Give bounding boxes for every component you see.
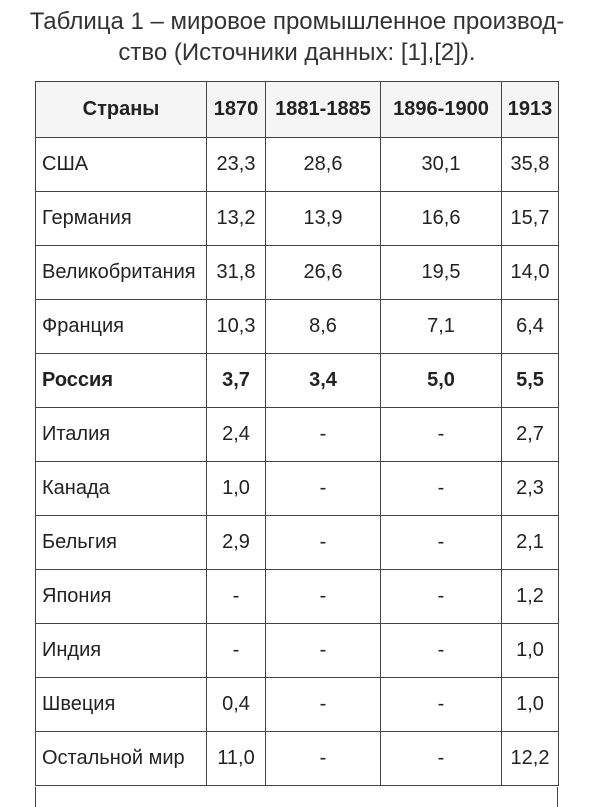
header-countries: Страны	[35, 81, 207, 138]
value-cell: 12,2	[501, 731, 559, 786]
country-cell: Италия	[35, 407, 207, 462]
value-cell: -	[265, 677, 381, 732]
country-cell: Япония	[35, 569, 207, 624]
table-row: Германия 13,2 13,9 16,6 15,7	[35, 191, 559, 246]
table-row: Франция 10,3 8,6 7,1 6,4	[35, 299, 559, 354]
table-body: США 23,3 28,6 30,1 35,8 Германия 13,2 13,9 16,6 1…	[35, 137, 559, 786]
value-cell: 8,6	[265, 299, 381, 354]
value-cell: 2,4	[206, 407, 266, 462]
value-cell: -	[380, 407, 502, 462]
value-cell: -	[265, 515, 381, 570]
value-cell: -	[265, 731, 381, 786]
value-cell: -	[206, 569, 266, 624]
value-cell: 13,9	[265, 191, 381, 246]
country-cell: Германия	[35, 191, 207, 246]
value-cell: -	[380, 515, 502, 570]
value-cell: 0,4	[206, 677, 266, 732]
value-cell: -	[265, 461, 381, 516]
table-row: Остальной мир 11,0- -12,2	[35, 731, 559, 786]
value-cell: 5,5	[501, 353, 559, 408]
header-1881-1885: 1881-1885	[265, 81, 381, 138]
table-row: Великобритания 31,8 26,6 19,5 14,0	[35, 245, 559, 300]
value-cell: -	[265, 623, 381, 678]
table-caption: Таблица 1 – мировое промышленное произво…	[0, 6, 594, 68]
value-cell: 35,8	[501, 137, 559, 192]
table-row: Бельгия 2,9- -2,1	[35, 515, 559, 570]
table-row: Италия 2,4- -2,7	[35, 407, 559, 462]
value-cell: 1,0	[206, 461, 266, 516]
production-table: Страны 1870 1881-1885 1896-1900 1913 США…	[35, 81, 559, 786]
header-1913: 1913	[501, 81, 559, 138]
value-cell: 23,3	[206, 137, 266, 192]
country-cell: Великобритания	[35, 245, 207, 300]
value-cell: -	[265, 407, 381, 462]
value-cell: 2,7	[501, 407, 559, 462]
value-cell: 15,7	[501, 191, 559, 246]
value-cell: -	[380, 461, 502, 516]
header-1896-1900: 1896-1900	[380, 81, 502, 138]
value-cell: -	[265, 569, 381, 624]
value-cell: 13,2	[206, 191, 266, 246]
value-cell: 28,6	[265, 137, 381, 192]
country-cell: Остальной мир	[35, 731, 207, 786]
table-row: Швеция 0,4- -1,0	[35, 677, 559, 732]
table-row: Индия - - -1,0	[35, 623, 559, 678]
value-cell: 7,1	[380, 299, 502, 354]
table-row: США 23,3 28,6 30,1 35,8	[35, 137, 559, 192]
value-cell: -	[380, 623, 502, 678]
value-cell: 26,6	[265, 245, 381, 300]
value-cell: 19,5	[380, 245, 502, 300]
value-cell: 1,0	[501, 677, 559, 732]
table-continuation	[35, 787, 558, 807]
country-cell: Канада	[35, 461, 207, 516]
value-cell: -	[380, 569, 502, 624]
country-cell: Бельгия	[35, 515, 207, 570]
value-cell: 2,3	[501, 461, 559, 516]
value-cell: 3,7	[206, 353, 266, 408]
country-cell: Швеция	[35, 677, 207, 732]
country-cell: Индия	[35, 623, 207, 678]
value-cell: 11,0	[206, 731, 266, 786]
value-cell: -	[380, 731, 502, 786]
caption-line-2: ство (Источники данных: [1],[2]).	[118, 39, 476, 66]
value-cell: 6,4	[501, 299, 559, 354]
value-cell: 1,2	[501, 569, 559, 624]
value-cell: 31,8	[206, 245, 266, 300]
value-cell: 16,6	[380, 191, 502, 246]
value-cell: 10,3	[206, 299, 266, 354]
value-cell: 2,1	[501, 515, 559, 570]
table-row: Россия 3,7 3,4 5,0 5,5	[35, 353, 559, 408]
table-header-row: Страны 1870 1881-1885 1896-1900 1913	[35, 81, 559, 138]
value-cell: 14,0	[501, 245, 559, 300]
header-1870: 1870	[206, 81, 266, 138]
table-row: Япония - - -1,2	[35, 569, 559, 624]
country-cell: Франция	[35, 299, 207, 354]
value-cell: -	[380, 677, 502, 732]
value-cell: 3,4	[265, 353, 381, 408]
value-cell: 1,0	[501, 623, 559, 678]
country-cell: США	[35, 137, 207, 192]
value-cell: 30,1	[380, 137, 502, 192]
value-cell: -	[206, 623, 266, 678]
country-cell: Россия	[35, 353, 207, 408]
caption-line-1: Таблица 1 – мировое промышленное произво…	[29, 8, 565, 35]
value-cell: 5,0	[380, 353, 502, 408]
value-cell: 2,9	[206, 515, 266, 570]
table-row: Канада 1,0- -2,3	[35, 461, 559, 516]
